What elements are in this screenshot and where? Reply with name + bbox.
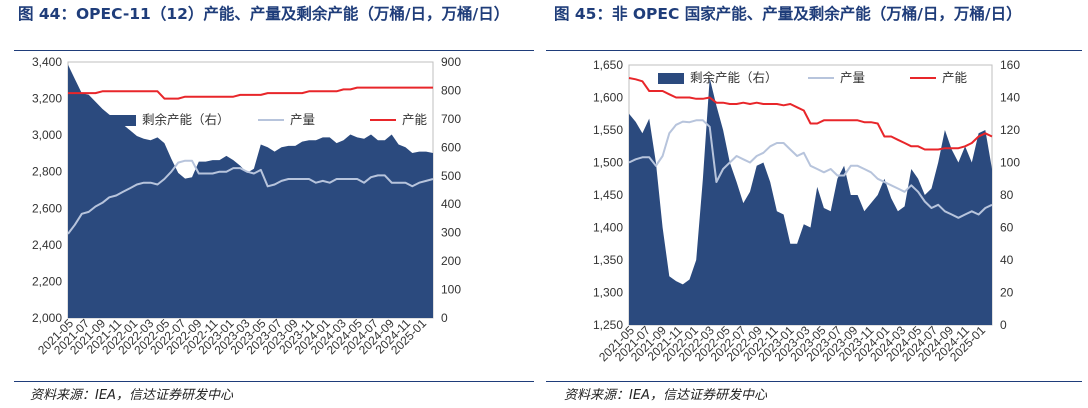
y-left-tick-label: 2,600 xyxy=(32,201,62,215)
y-left-tick-label: 1,250 xyxy=(593,318,623,332)
y-right-tick-label: 60 xyxy=(1000,221,1014,235)
y-left-tick-label: 3,000 xyxy=(32,128,62,142)
legend-label: 产量 xyxy=(290,112,315,127)
source-divider xyxy=(14,381,534,382)
legend-label: 剩余产能（右） xyxy=(690,70,778,85)
y-right-tick-label: 20 xyxy=(1000,286,1014,300)
y-right-tick-label: 120 xyxy=(1000,123,1020,137)
y-right-tick-label: 0 xyxy=(441,311,448,325)
y-right-tick-label: 900 xyxy=(441,55,461,69)
y-left-tick-label: 1,450 xyxy=(593,188,623,202)
legend-label: 产能 xyxy=(942,70,968,85)
y-left-tick-label: 1,550 xyxy=(593,123,623,137)
y-right-tick-label: 160 xyxy=(1000,58,1020,72)
y-left-tick-label: 1,500 xyxy=(593,156,623,170)
y-right-tick-label: 500 xyxy=(441,169,461,183)
legend-swatch-area xyxy=(658,73,684,84)
y-right-tick-label: 400 xyxy=(441,197,461,211)
y-left-tick-label: 1,350 xyxy=(593,253,623,267)
y-left-tick-label: 2,200 xyxy=(32,274,62,288)
y-left-tick-label: 3,200 xyxy=(32,92,62,106)
figure-title: 图 45：非 OPEC 国家产能、产量及剩余产能（万桶/日，万桶/日） xyxy=(554,5,1022,23)
title-divider xyxy=(14,50,534,51)
series-line-production xyxy=(628,119,993,219)
y-left-tick-label: 1,600 xyxy=(593,91,623,105)
legend-label: 产量 xyxy=(840,70,865,85)
series-line-capacity xyxy=(628,77,993,151)
legend-swatch-area xyxy=(110,115,136,126)
left-figure-panel: 图 44：OPEC-11（12）产能、产量及剩余产能（万桶/日，万桶/日） 2,… xyxy=(0,0,540,408)
series-line-capacity xyxy=(68,86,433,100)
source-note: 资料来源：IEA，信达证券研发中心 xyxy=(564,388,767,403)
legend-label: 产能 xyxy=(402,112,428,127)
y-left-tick-label: 2,400 xyxy=(32,238,62,252)
y-right-tick-label: 140 xyxy=(1000,91,1020,105)
y-right-tick-label: 300 xyxy=(441,226,461,240)
non-opec-capacity-chart: 1,250 1,300 1,350 1,400 1,450 1,500 1,550 1,600… xyxy=(593,58,1020,364)
y-right-tick-label: 100 xyxy=(441,283,461,297)
y-right-tick-label: 80 xyxy=(1000,188,1014,202)
y-right-tick-label: 40 xyxy=(1000,253,1014,267)
series-area-spare-capacity xyxy=(68,64,433,318)
y-right-tick-label: 0 xyxy=(1000,318,1007,332)
y-left-tick-label: 2,800 xyxy=(32,165,62,179)
y-left-tick-label: 1,650 xyxy=(593,58,623,72)
source-note: 资料来源：IEA，信达证券研发中心 xyxy=(30,388,233,403)
right-figure-panel: 图 45：非 OPEC 国家产能、产量及剩余产能（万桶/日，万桶/日） 1,25… xyxy=(546,0,1088,408)
source-divider xyxy=(546,381,1082,382)
y-left-tick-label: 2,000 xyxy=(32,311,62,325)
y-left-tick-label: 1,300 xyxy=(593,286,623,300)
y-right-tick-label: 700 xyxy=(441,112,461,126)
opec-capacity-chart: 2,000 2,200 2,400 2,600 2,800 3,000 3,200 3,400… xyxy=(32,55,461,357)
y-left-tick-label: 3,400 xyxy=(32,55,62,69)
y-right-tick-label: 600 xyxy=(441,140,461,154)
figure-title: 图 44：OPEC-11（12）产能、产量及剩余产能（万桶/日，万桶/日） xyxy=(18,5,510,23)
y-left-tick-label: 1,400 xyxy=(593,221,623,235)
y-right-tick-label: 200 xyxy=(441,254,461,268)
series-line-production xyxy=(67,159,434,235)
legend-label: 剩余产能（右） xyxy=(142,112,230,127)
title-divider xyxy=(546,50,1082,51)
y-right-tick-label: 800 xyxy=(441,83,461,97)
series-area-spare-capacity xyxy=(629,78,992,325)
y-right-tick-label: 100 xyxy=(1000,156,1020,170)
